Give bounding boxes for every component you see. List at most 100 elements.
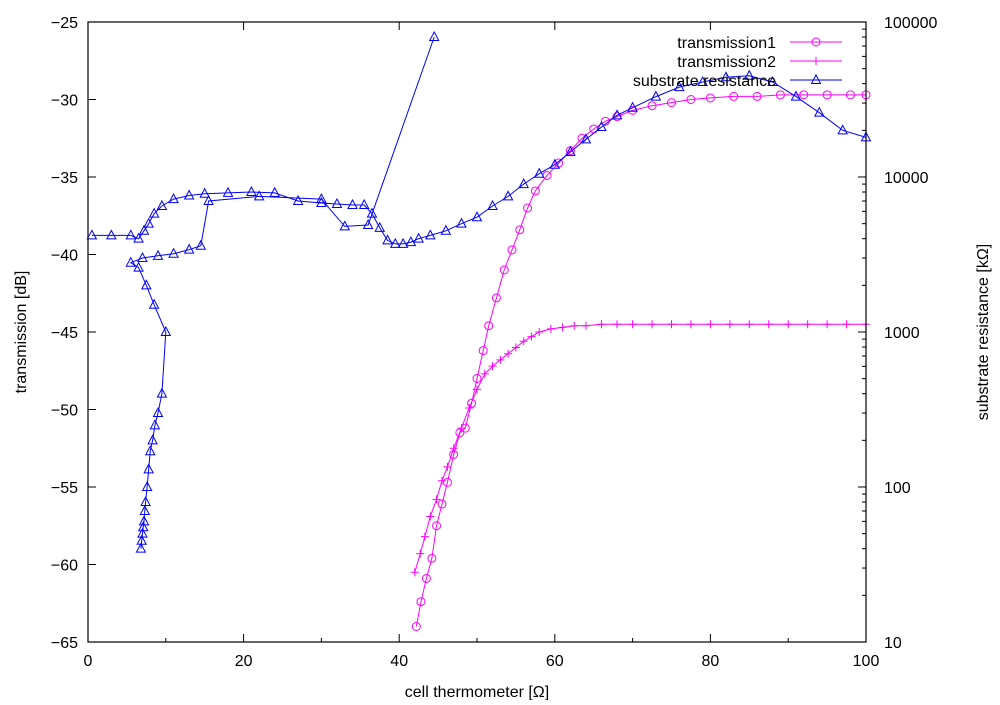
y2-tick-label: 100000 (884, 15, 937, 32)
data-point (143, 463, 155, 474)
data-point (358, 198, 370, 209)
data-point (502, 190, 514, 201)
data-point (405, 236, 417, 247)
legend: transmission1 transmission2 substrate resi… (633, 35, 842, 90)
data-point (580, 133, 592, 144)
data-point (420, 532, 429, 541)
data-point (141, 480, 153, 491)
data-point (416, 597, 426, 607)
data-point (752, 91, 762, 101)
data-point (667, 98, 676, 108)
data-point (823, 320, 832, 329)
y2-tick-label: 10000 (884, 170, 929, 187)
data-point (613, 320, 622, 329)
y-tick-label: −65 (51, 635, 78, 652)
data-point (803, 320, 812, 329)
data-point (775, 90, 785, 100)
data-point (137, 251, 148, 263)
data-point (416, 549, 425, 558)
data-point (292, 194, 304, 206)
data-point (837, 124, 848, 135)
data-point (527, 332, 536, 341)
data-point (558, 323, 567, 332)
data-point (472, 374, 482, 383)
data-point (160, 325, 172, 336)
data-point (148, 298, 160, 309)
data-point (650, 90, 662, 101)
data-point (725, 320, 734, 329)
data-point (397, 237, 409, 248)
data-point (426, 512, 435, 521)
data-point (437, 476, 446, 485)
data-point (195, 239, 207, 250)
data-point (465, 403, 474, 412)
data-point (842, 320, 851, 329)
series-layer (86, 30, 872, 631)
data-point (504, 349, 513, 358)
data-point (125, 256, 137, 267)
x-tick-label: 100 (853, 653, 880, 670)
data-point (141, 279, 152, 290)
data-point (515, 225, 525, 235)
data-point (432, 521, 442, 531)
data-point (790, 90, 802, 101)
data-point (767, 75, 778, 87)
data-point (456, 217, 467, 228)
y-tick-label: −50 (51, 403, 78, 420)
data-point (168, 247, 179, 258)
data-point (764, 320, 773, 329)
data-point (455, 428, 465, 438)
data-point (673, 81, 685, 92)
x-tick-label: 20 (235, 653, 253, 670)
data-point (519, 337, 528, 346)
data-point (168, 193, 179, 204)
data-point (799, 90, 809, 100)
data-point (374, 221, 386, 232)
y-tick-label: −55 (51, 480, 78, 497)
data-point (427, 553, 437, 563)
data-point (518, 178, 530, 189)
data-point (686, 95, 696, 104)
data-point (499, 265, 509, 275)
data-point (530, 186, 540, 196)
series-3 (125, 30, 440, 553)
x-axis-label: cell thermometer [Ω] (405, 684, 549, 700)
y2-tick-label: 100 (884, 480, 911, 497)
data-point (442, 477, 452, 487)
y2-tick-label: 1000 (884, 325, 920, 342)
data-point (140, 495, 151, 507)
data-point (156, 387, 168, 398)
data-point (484, 321, 494, 331)
data-point (784, 320, 793, 329)
y-axis-label: transmission [dB] (13, 271, 30, 394)
data-point (147, 434, 158, 445)
data-point (845, 90, 855, 100)
data-point (535, 328, 544, 336)
data-point (366, 207, 378, 218)
data-point (471, 211, 483, 222)
data-point (246, 185, 257, 197)
x-tick-label: 0 (84, 653, 93, 670)
data-point (138, 224, 150, 235)
data-point (549, 158, 561, 169)
data-point (507, 245, 517, 255)
legend-label: transmission1 (677, 35, 776, 52)
data-point (133, 232, 144, 243)
plot-frame (87, 21, 867, 643)
data-point (523, 203, 533, 213)
x-tick-label: 40 (390, 653, 408, 670)
legend-label: transmission2 (677, 54, 776, 71)
legend-marker (811, 37, 821, 47)
data-point (611, 109, 623, 120)
data-point (467, 398, 477, 408)
series-1 (410, 320, 870, 577)
data-point (511, 343, 520, 352)
data-point (487, 199, 498, 210)
series-line (129, 36, 435, 549)
y-tick-label: −45 (51, 325, 78, 342)
data-point (743, 69, 755, 80)
data-point (152, 249, 164, 260)
series-0 (411, 90, 871, 631)
y2-axis-ticks: 10 100 1000 10000 100000 (858, 15, 937, 652)
